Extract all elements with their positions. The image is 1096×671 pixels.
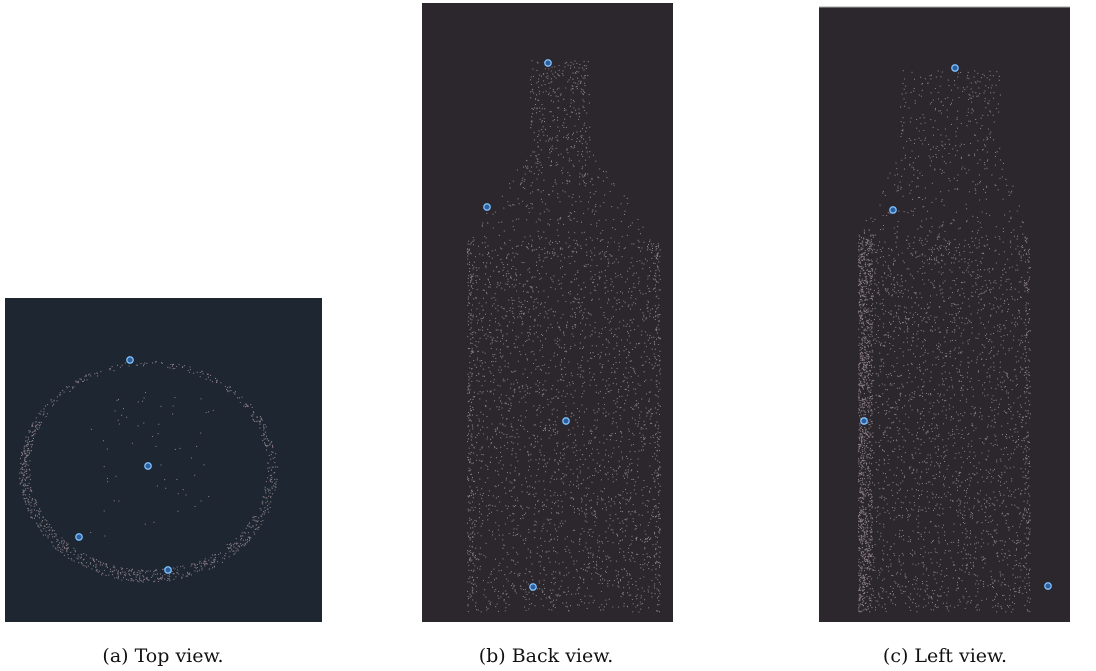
figure: (a) Top view. (b) Back view. (c) Left vi…: [0, 0, 1096, 671]
top-view-panel: [5, 298, 322, 622]
keypoint-marker: [890, 207, 896, 213]
keypoint-marker: [484, 204, 490, 210]
left-view-panel: [819, 7, 1070, 622]
keypoint-marker: [165, 567, 171, 573]
keypoint-marker: [861, 418, 867, 424]
caption: (b) Back view.: [479, 645, 614, 667]
caption: (a) Top view.: [102, 645, 223, 667]
keypoint-marker: [530, 584, 536, 590]
page: (a) Top view. (b) Back view. (c) Left vi…: [0, 0, 1096, 671]
keypoint-marker: [145, 463, 151, 469]
caption: (c) Left view.: [883, 645, 1007, 667]
keypoint-marker: [76, 534, 82, 540]
keypoint-marker: [127, 357, 133, 363]
keypoint-marker: [545, 60, 551, 66]
keypoint-marker: [563, 418, 569, 424]
keypoint-marker: [1045, 583, 1051, 589]
keypoint-marker: [952, 65, 958, 71]
